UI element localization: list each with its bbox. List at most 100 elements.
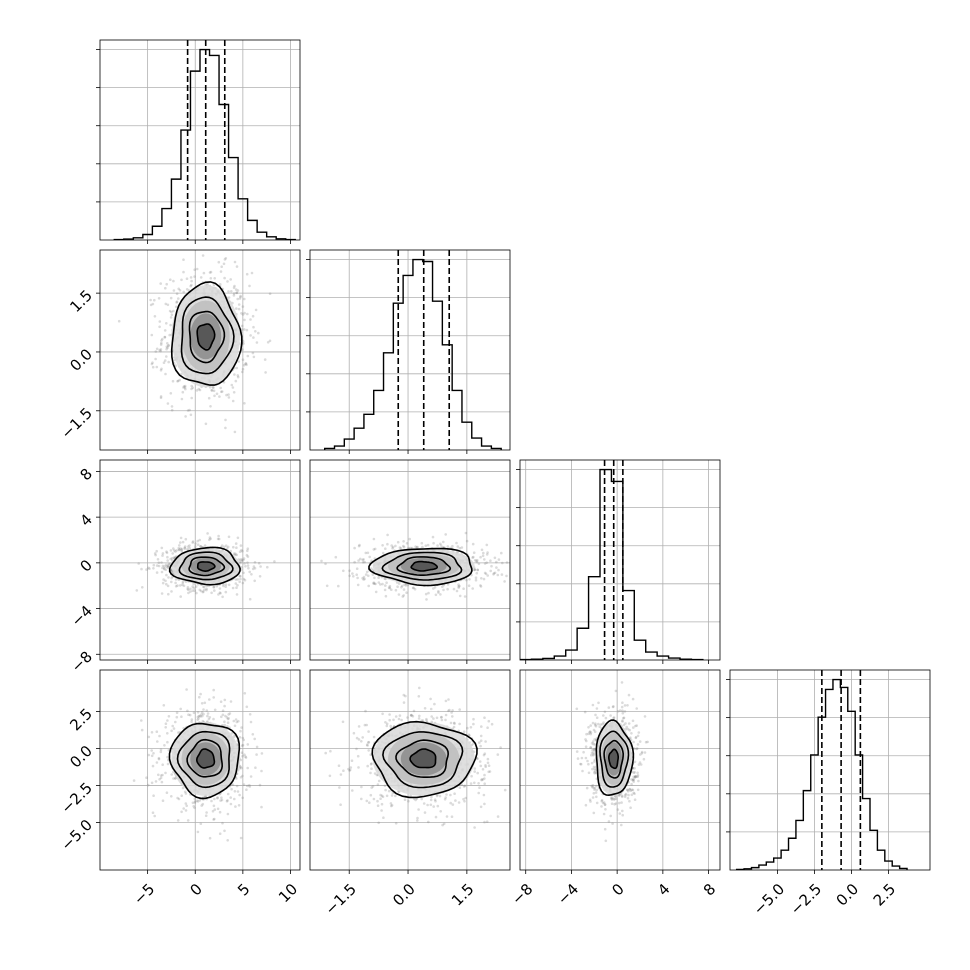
scatter-point	[174, 578, 178, 581]
scatter-point	[587, 732, 590, 736]
scatter-point	[483, 571, 487, 575]
scatter-point	[169, 296, 173, 300]
scatter-point	[150, 781, 154, 785]
scatter-point	[178, 289, 182, 292]
scatter-point	[355, 567, 359, 570]
scatter-point	[227, 396, 231, 399]
scatter-point	[253, 737, 256, 741]
scatter-point	[164, 563, 168, 567]
scatter-point	[207, 396, 211, 400]
scatter-point	[196, 715, 200, 719]
scatter-point	[450, 815, 454, 818]
scatter-point	[246, 766, 249, 770]
scatter-point	[484, 572, 488, 576]
panel-frame	[309, 249, 511, 451]
scatter-point	[167, 360, 170, 364]
scatter-point	[177, 797, 181, 801]
scatter-point	[411, 586, 415, 590]
scatter-point	[416, 819, 419, 822]
scatter-point	[383, 784, 387, 788]
scatter-point	[152, 794, 155, 797]
scatter-point	[252, 336, 255, 339]
scatter-point	[216, 807, 220, 811]
scatter-point	[212, 804, 216, 808]
scatter-point	[181, 540, 185, 544]
scatter-point	[372, 548, 376, 551]
scatter-point	[233, 724, 237, 728]
pair-panel-1-0	[99, 226, 301, 451]
scatter-point	[234, 718, 238, 721]
scatter-point	[259, 565, 262, 568]
scatter-point	[440, 715, 443, 719]
scatter-point	[242, 571, 245, 575]
scatter-point	[189, 590, 192, 593]
scatter-point	[191, 585, 194, 588]
scatter-point	[224, 418, 227, 422]
scatter-point	[211, 386, 215, 389]
scatter-point	[527, 750, 530, 753]
scatter-point	[212, 386, 215, 389]
scatter-point	[248, 785, 252, 788]
scatter-point	[435, 794, 439, 798]
scatter-point	[452, 725, 456, 729]
scatter-point	[630, 788, 634, 792]
scatter-point	[231, 386, 235, 389]
scatter-point	[451, 544, 454, 548]
scatter-point	[496, 753, 500, 756]
scatter-point	[620, 681, 624, 684]
scatter-point	[635, 724, 638, 727]
scatter-point	[465, 578, 468, 582]
scatter-point	[353, 560, 356, 564]
scatter-point	[166, 303, 170, 307]
scatter-point	[172, 279, 175, 283]
scatter-point	[250, 271, 254, 275]
scatter-point	[487, 719, 491, 723]
scatter-point	[249, 720, 253, 724]
scatter-point	[602, 812, 606, 816]
scatter-point	[160, 592, 164, 595]
scatter-point	[155, 347, 159, 351]
scatter-point	[223, 723, 226, 727]
scatter-point	[591, 785, 594, 789]
scatter-point	[492, 573, 495, 576]
scatter-point	[188, 547, 191, 550]
scatter-point	[475, 571, 479, 575]
scatter-point	[635, 747, 638, 751]
scatter-point	[621, 709, 624, 712]
scatter-point	[451, 803, 455, 806]
scatter-point	[169, 549, 173, 552]
scatter-point	[493, 571, 497, 575]
scatter-point	[366, 764, 370, 768]
scatter-point	[383, 588, 387, 592]
scatter-point	[591, 740, 595, 743]
scatter-point	[171, 379, 175, 383]
scatter-point	[480, 577, 483, 580]
scatter-point	[240, 226, 243, 229]
scatter-point	[237, 307, 241, 311]
scatter-point	[161, 566, 164, 570]
scatter-point	[176, 379, 180, 383]
scatter-point	[203, 585, 206, 588]
scatter-point	[203, 544, 207, 547]
scatter-point	[241, 796, 244, 800]
scatter-point	[362, 578, 365, 581]
scatter-point	[158, 348, 161, 352]
scatter-point	[166, 755, 169, 759]
scatter-point	[446, 587, 449, 591]
scatter-point	[633, 760, 637, 764]
scatter-point	[229, 700, 233, 703]
scatter-point	[255, 753, 258, 756]
scatter-point	[339, 803, 342, 806]
scatter-point	[621, 711, 625, 715]
scatter-point	[387, 789, 391, 793]
scatter-point	[437, 590, 440, 593]
scatter-point	[430, 795, 433, 799]
scatter-point	[161, 564, 165, 568]
scatter-point	[157, 756, 161, 760]
scatter-point	[623, 704, 627, 707]
scatter-point	[486, 551, 489, 554]
scatter-point	[373, 582, 376, 585]
scatter-point	[342, 769, 345, 772]
scatter-point	[166, 564, 170, 568]
scatter-point	[611, 822, 614, 825]
